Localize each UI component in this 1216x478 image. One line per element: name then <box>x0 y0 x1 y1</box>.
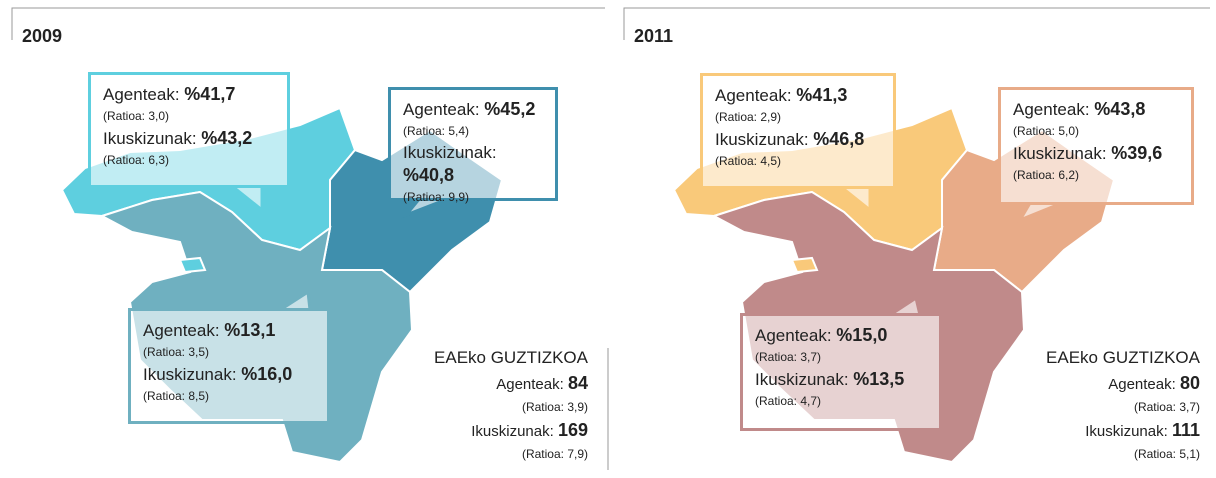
agents-label: Agenteak: <box>1108 376 1176 393</box>
agents-value: %15,0 <box>836 325 888 345</box>
agents-value: %41,3 <box>796 85 848 105</box>
inspections-ratio: (Ratioa: 8,5) <box>143 389 210 403</box>
agents-line: Agenteak: %45,2 <box>403 98 543 121</box>
agents-ratio: (Ratioa: 3,5) <box>143 345 210 359</box>
inspections-label: Ikuskizunak: <box>1085 423 1168 440</box>
tail <box>401 196 451 219</box>
tail <box>231 184 264 214</box>
inspections-value: %39,6 <box>1111 143 1163 163</box>
agents-ratio: (Ratioa: 3,0) <box>103 109 170 123</box>
inspections-label: Ikuskizunak: <box>755 370 849 389</box>
tail <box>1016 201 1063 224</box>
agents-value: 80 <box>1179 373 1200 393</box>
agents-label: Agenteak: <box>715 86 792 105</box>
callout: Agenteak: %41,7 (Ratioa: 3,0) Ikuskizunak:… <box>88 72 290 188</box>
inspections-label: Ikuskizunak: <box>143 365 237 384</box>
agents-line: Agenteak: 84 <box>434 371 588 397</box>
agents-value: %43,8 <box>1094 99 1146 119</box>
agents-value: 84 <box>567 373 588 393</box>
inspections-value: 111 <box>1171 420 1200 440</box>
inspections-ratio: (Ratioa: 4,5) <box>715 154 782 168</box>
agents-label: Agenteak: <box>103 85 180 104</box>
map-2011 <box>673 107 1115 463</box>
inspections-line: Ikuskizunak: 169 <box>434 418 588 444</box>
agents-value: %45,2 <box>484 99 536 119</box>
agents-label: Agenteak: <box>403 100 480 119</box>
enclave <box>790 256 819 274</box>
inspections-value: %16,0 <box>241 364 293 384</box>
agents-line: Agenteak: %15,0 <box>755 324 927 347</box>
inspections-line: Ikuskizunak: 111 <box>1046 418 1200 444</box>
agents-line: Agenteak: %13,1 <box>143 319 315 342</box>
total-title: EAEko GUZTIZKOA <box>1046 348 1200 367</box>
inspections-label: Ikuskizunak: <box>471 423 554 440</box>
callout: Agenteak: %13,1 (Ratioa: 3,5) Ikuskizunak:… <box>128 308 330 424</box>
frames <box>11 7 1210 470</box>
agents-line: Agenteak: %41,7 <box>103 83 275 106</box>
agents-ratio: (Ratioa: 2,9) <box>715 110 782 124</box>
enclave <box>178 256 207 274</box>
inspections-line: Ikuskizunak: %13,5 <box>755 368 927 391</box>
year: 2009 <box>22 26 63 46</box>
inspections-line: Ikuskizunak: %39,6 <box>1013 142 1179 165</box>
inspections-line: Ikuskizunak: %40,8 <box>403 142 543 187</box>
agents-label: Agenteak: <box>1013 100 1090 119</box>
inspections-ratio: (Ratioa: 6,3) <box>103 153 170 167</box>
agents-ratio: (Ratioa: 3,9) <box>521 400 588 414</box>
callout: Agenteak: %15,0 (Ratioa: 3,7) Ikuskizunak:… <box>740 313 942 431</box>
frame <box>11 7 605 40</box>
map-2009 <box>61 107 503 463</box>
inspections-value: 169 <box>557 420 588 440</box>
total: EAEko GUZTIZKOA Agenteak: 80 (Ratioa: 3,7)… <box>1046 345 1200 465</box>
inspections-value: %43,2 <box>201 128 253 148</box>
inspections-value: %13,5 <box>853 369 905 389</box>
callout: Agenteak: %43,8 (Ratioa: 5,0) Ikuskizunak:… <box>998 87 1194 205</box>
year: 2011 <box>634 26 674 46</box>
agents-line: Agenteak: %43,8 <box>1013 98 1179 121</box>
total: EAEko GUZTIZKOA Agenteak: 84 (Ratioa: 3,9)… <box>434 345 588 465</box>
inspections-ratio: (Ratioa: 9,9) <box>403 190 470 204</box>
total-title: EAEko GUZTIZKOA <box>434 348 588 367</box>
frame <box>623 7 1210 40</box>
agents-label: Agenteak: <box>496 376 564 393</box>
agents-ratio: (Ratioa: 3,7) <box>755 350 822 364</box>
inspections-label: Ikuskizunak: <box>403 143 497 162</box>
agents-ratio: (Ratioa: 5,4) <box>403 124 470 138</box>
tail <box>889 295 922 317</box>
tail <box>279 289 312 312</box>
inspections-ratio: (Ratioa: 6,2) <box>1013 168 1080 182</box>
tail <box>839 184 872 214</box>
inspections-label: Ikuskizunak: <box>103 129 197 148</box>
agents-line: Agenteak: %41,3 <box>715 84 881 107</box>
inspections-ratio: (Ratioa: 5,1) <box>1133 447 1200 461</box>
callout: Agenteak: %45,2 (Ratioa: 5,4) Ikuskizunak:… <box>388 87 558 204</box>
agents-label: Agenteak: <box>143 321 220 340</box>
inspections-value: %40,8 <box>403 165 455 185</box>
inspections-line: Ikuskizunak: %43,2 <box>103 127 275 150</box>
inspections-label: Ikuskizunak: <box>715 130 809 149</box>
inspections-line: Ikuskizunak: %16,0 <box>143 363 315 386</box>
agents-ratio: (Ratioa: 3,7) <box>1133 400 1200 414</box>
agents-line: Agenteak: 80 <box>1046 371 1200 397</box>
inspections-ratio: (Ratioa: 7,9) <box>521 447 588 461</box>
inspections-line: Ikuskizunak: %46,8 <box>715 128 881 151</box>
callout: Agenteak: %41,3 (Ratioa: 2,9) Ikuskizunak:… <box>700 73 896 189</box>
callout-tails <box>231 184 1063 317</box>
agents-value: %41,7 <box>184 84 236 104</box>
agents-value: %13,1 <box>224 320 276 340</box>
agents-label: Agenteak: <box>755 326 832 345</box>
agents-ratio: (Ratioa: 5,0) <box>1013 124 1080 138</box>
inspections-label: Ikuskizunak: <box>1013 144 1107 163</box>
inspections-value: %46,8 <box>813 129 865 149</box>
inspections-ratio: (Ratioa: 4,7) <box>755 394 822 408</box>
